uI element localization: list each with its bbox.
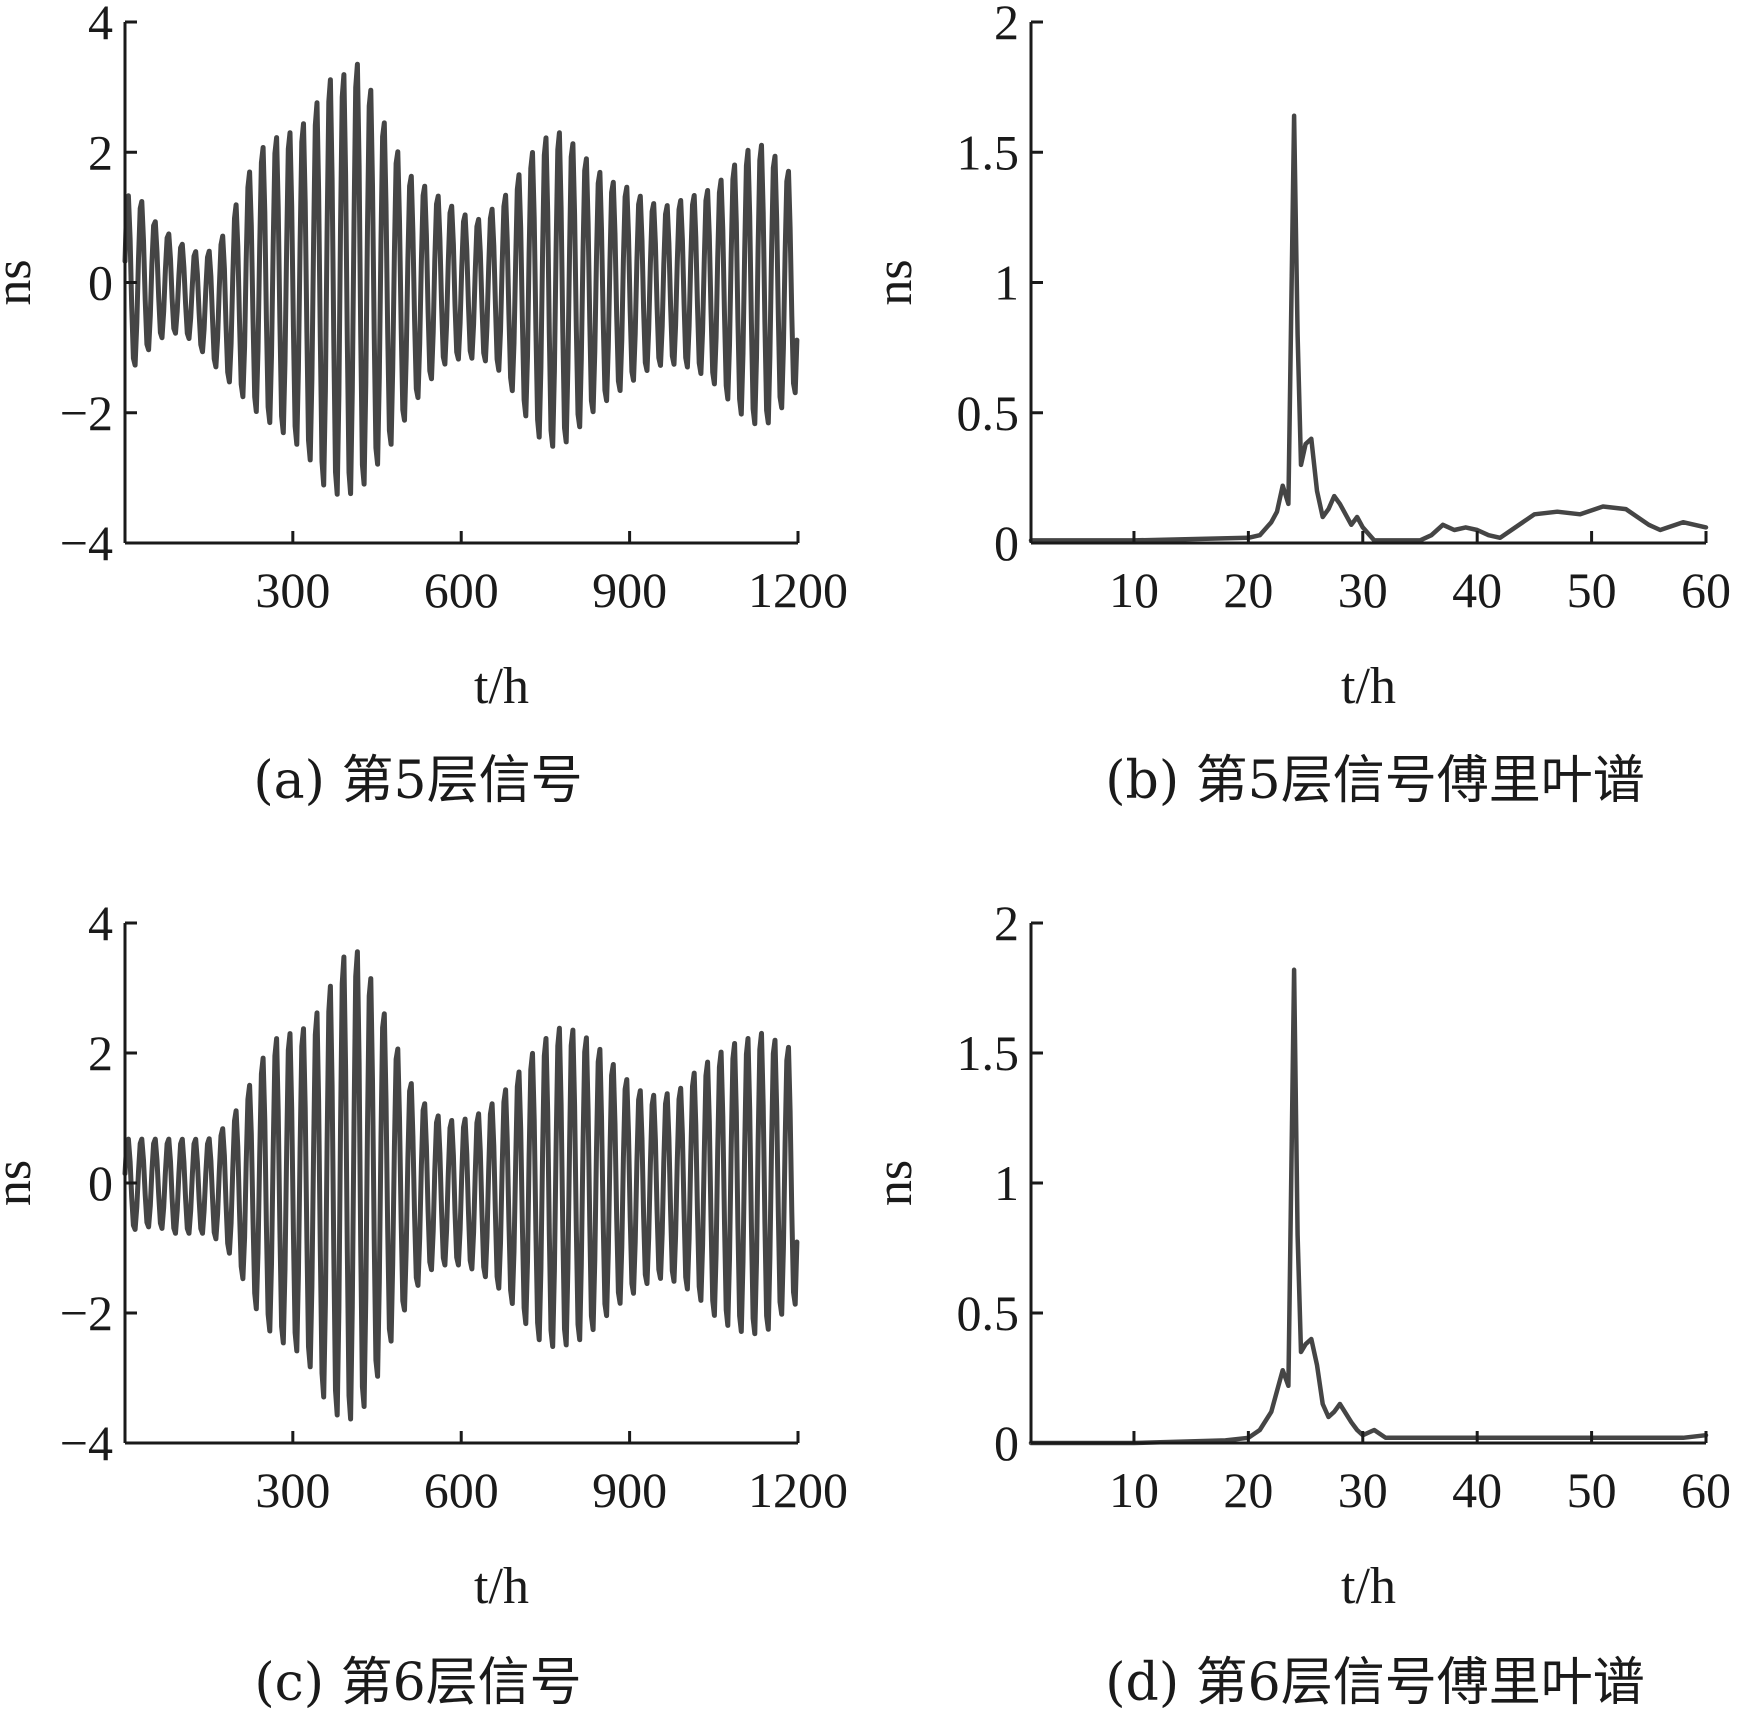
series-line-c	[122, 949, 800, 1422]
y-tick-label: 1	[994, 1155, 1019, 1211]
y-tick-label: 2	[88, 1025, 113, 1081]
x-tick-label: 10	[1109, 1462, 1159, 1518]
y-tick-label: −2	[60, 385, 113, 441]
y-tick-label: 0.5	[957, 1285, 1020, 1341]
x-axis-label: t/h	[1341, 1558, 1396, 1615]
y-tick-label: −2	[60, 1285, 113, 1341]
y-axis-label: ns	[0, 259, 42, 305]
x-tick-label: 30	[1338, 562, 1388, 618]
panel-b: 0 0.5 1 1.5 2 10 20 30 40 50 60 t/h ns (b) 第5层信号傅里叶谱	[866, 0, 1731, 811]
y-axis-label: ns	[0, 1160, 42, 1206]
series-line-d	[1028, 967, 1709, 1446]
panel-caption: (a) 第5层信号	[253, 751, 582, 811]
x-tick-label: 20	[1223, 1462, 1273, 1518]
y-tick-label: −4	[60, 1415, 113, 1471]
y-tick-label: 0	[88, 255, 113, 311]
x-tick-label: 50	[1567, 562, 1617, 618]
x-tick-label: 1200	[748, 1462, 848, 1518]
x-tick-label: 10	[1109, 562, 1159, 618]
y-tick-label: 1.5	[957, 124, 1020, 180]
x-axis-label: t/h	[474, 658, 529, 715]
y-tick-label: 1.5	[957, 1025, 1020, 1081]
y-tick-label: 2	[994, 0, 1019, 50]
x-tick-label: 60	[1681, 1462, 1731, 1518]
y-tick-label: 2	[88, 124, 113, 180]
panel-caption: (d) 第6层信号傅里叶谱	[1105, 1653, 1644, 1713]
x-tick-label: 20	[1223, 562, 1273, 618]
x-tick-label: 300	[255, 1462, 330, 1518]
x-tick-label: 40	[1452, 1462, 1502, 1518]
y-tick-label: 2	[994, 895, 1019, 951]
y-tick-label: −4	[60, 515, 113, 571]
y-tick-label: 1	[994, 255, 1019, 311]
panel-caption: (b) 第5层信号傅里叶谱	[1105, 751, 1644, 811]
x-tick-label: 50	[1567, 1462, 1617, 1518]
y-tick-label: 4	[88, 895, 113, 951]
panel-c: −4 −2 0 2 4 300 600 900 1200 t/h ns (c) 第6层信号	[0, 895, 848, 1713]
x-tick-label: 60	[1681, 562, 1731, 618]
x-tick-label: 1200	[748, 562, 848, 618]
x-axis-label: t/h	[1341, 658, 1396, 715]
x-tick-label: 600	[424, 1462, 499, 1518]
x-tick-label: 900	[592, 1462, 667, 1518]
x-tick-label: 40	[1452, 562, 1502, 618]
x-tick-label: 600	[424, 562, 499, 618]
series-line-a	[122, 61, 800, 497]
y-tick-label: 0.5	[957, 385, 1020, 441]
panel-a: −4 −2 0 2 4 300 600 900 1200 t/h ns (a) 第5层信号	[0, 0, 848, 811]
y-tick-label: 4	[88, 0, 113, 50]
x-tick-label: 30	[1338, 1462, 1388, 1518]
panel-caption: (c) 第6层信号	[254, 1653, 581, 1713]
x-tick-label: 300	[255, 562, 330, 618]
y-axis-label: ns	[866, 259, 923, 305]
series-line-b	[1028, 113, 1709, 543]
panel-d: 0 0.5 1 1.5 2 10 20 30 40 50 60 t/h ns (d) 第6层信号傅里叶谱	[866, 895, 1731, 1713]
y-tick-label: 0	[88, 1155, 113, 1211]
y-tick-label: 0	[994, 1415, 1019, 1471]
y-axis-label: ns	[866, 1160, 923, 1206]
y-tick-label: 0	[994, 515, 1019, 571]
x-tick-label: 900	[592, 562, 667, 618]
x-axis-label: t/h	[474, 1558, 529, 1615]
